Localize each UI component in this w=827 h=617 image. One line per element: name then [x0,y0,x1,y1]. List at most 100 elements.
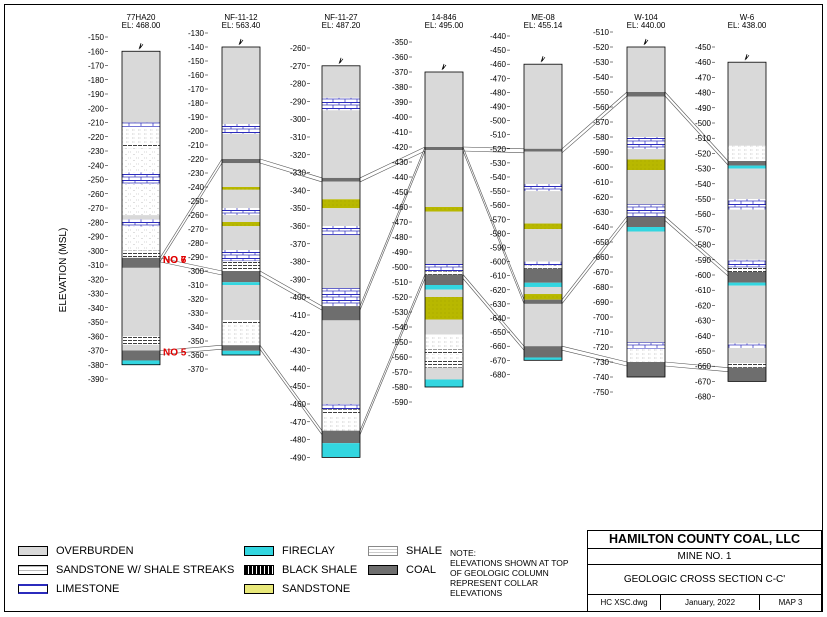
elevation-tick-label: -550 [490,187,507,196]
column-outline [626,46,666,378]
seam-label: NO 5 [163,348,187,359]
overburden-layer [627,96,665,137]
elevation-tick-label: -340 [88,304,105,313]
legend-item-sandstone-shale: SANDSTONE W/ SHALE STREAKS [18,564,234,576]
well-elevation: EL: 455.14 [524,21,563,30]
elevation-tick-label: -540 [490,173,507,182]
overburden-layer [322,110,360,178]
elevation-tick-label: -490 [290,453,307,462]
seam-correlation-line [664,365,729,373]
black-shale-layer [222,261,260,271]
elevation-tick-label: -580 [490,229,507,238]
seam-correlation-line [159,162,223,263]
elevation-tick-label: -560 [593,103,610,112]
coal-layer [322,430,360,444]
elevation-tick-label: -200 [188,127,205,136]
elevation-tick-label: -250 [188,197,205,206]
elevation-tick-label: -300 [290,115,307,124]
coal-layer [627,92,665,97]
elevation-tick-label: -330 [290,169,307,178]
legend-label: OVERBURDEN [56,545,134,557]
overburden-layer [524,191,562,224]
overburden-layer [222,47,260,124]
elevation-tick-label: -210 [88,119,105,128]
elevation-tick-label: -380 [290,258,307,267]
elevation-tick-label: -450 [490,46,507,55]
legend-item-limestone: LIMESTONE [18,583,119,595]
elevation-tick-label: -350 [188,337,205,346]
elevation-tick-label: -450 [290,382,307,391]
collar-mark [138,43,144,50]
overburden-layer [425,150,463,207]
elevation-tick-label: -680 [593,283,610,292]
elevation-tick-label: -310 [88,261,105,270]
elevation-tick-label: -320 [188,295,205,304]
overburden-layer [122,215,160,220]
elevation-tick-label: -430 [290,347,307,356]
sandstone-layer [222,187,260,190]
elevation-tick-label: -490 [392,248,409,257]
elevation-tick-label: -360 [392,53,409,62]
seam-correlation-line [259,345,323,431]
elevation-tick-label: -570 [490,215,507,224]
overburden-layer [222,189,260,208]
coal-layer [122,257,160,268]
elevation-tick-label: -180 [88,76,105,85]
elevation-tick-label: -240 [188,183,205,192]
elevation-tick-label: -310 [188,281,205,290]
legend-item-fireclay: FIRECLAY [244,545,335,557]
elevation-tick-label: -620 [593,193,610,202]
elevation-tick-label: -210 [188,141,205,150]
elevation-tick-label: -680 [490,370,507,379]
note-line: ELEVATIONS [450,588,503,598]
fireclay-layer [728,165,766,169]
elevation-tick-label: -510 [490,131,507,140]
fireclay-layer [425,285,463,290]
shale-layer [122,126,160,144]
elevation-tick-label: -380 [392,83,409,92]
elevation-tick-label: -730 [593,358,610,367]
sandstone-shale-layer [122,148,160,173]
overburden-layer [524,303,562,318]
elevation-tick-label: -320 [88,275,105,284]
coal-layer [524,346,562,358]
overburden-layer [425,211,463,264]
fireclay-layer [425,379,463,387]
sandstone-layer [524,294,562,300]
sandstone-layer [425,207,463,212]
legend-label: COAL [406,564,436,576]
elevation-tick-label: -710 [593,328,610,337]
elevation-tick-label: -550 [695,195,712,204]
note-line: ELEVATIONS SHOWN AT TOP [450,558,569,568]
limestone-layer [728,343,766,348]
legend-label: SANDSTONE [282,583,351,595]
black-shale-layer [728,267,766,272]
limestone-layer [122,122,160,127]
black-shale-swatch [244,565,274,575]
seam-correlation-line [359,278,426,435]
column-outline [523,63,563,361]
seam-correlation-line [664,220,729,277]
y-axis-label: ELEVATION (MSL) [58,228,69,313]
elevation-tick-label: -280 [88,218,105,227]
seam-correlation-line [259,270,323,307]
black-shale-layer [322,409,360,415]
elevation-tick-label: -670 [593,268,610,277]
elevation-tick-label: -480 [490,88,507,97]
sandstone-shale-swatch [18,565,48,575]
legend-item-coal: COAL [368,564,436,576]
elevation-tick-label: -440 [290,364,307,373]
collar-mark [540,56,546,63]
sandstone-layer [322,199,360,209]
limestone-layer [122,172,160,184]
well-name: W-6 [740,13,755,22]
seam-correlation-line [462,278,525,351]
limestone-layer [322,226,360,235]
overburden-layer [322,320,360,404]
seam-correlation-line [359,146,426,307]
elevation-tick-label: -260 [290,44,307,53]
sandstone-shale-layer [122,226,160,251]
elevation-tick-label: -590 [392,398,409,407]
map-number: MAP 3 [778,598,803,607]
black-shale-layer [122,143,160,149]
